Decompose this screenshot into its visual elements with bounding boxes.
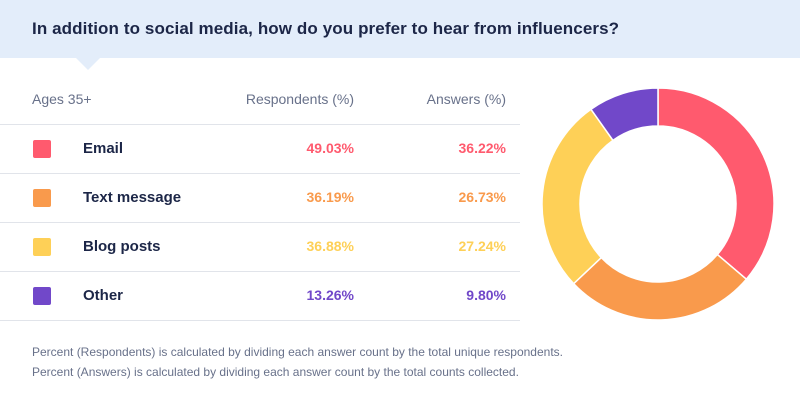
row-label: Other bbox=[83, 287, 124, 304]
footnotes: Percent (Respondents) is calculated by d… bbox=[32, 342, 563, 382]
results-table: Ages 35+ Respondents (%) Answers (%) Ema… bbox=[0, 78, 520, 321]
answers-value: 36.22% bbox=[458, 140, 506, 156]
row-label: Email bbox=[83, 140, 124, 157]
respondents-column-header: Respondents (%) bbox=[245, 91, 354, 107]
email-color-swatch bbox=[33, 140, 51, 158]
footnote-answers: Percent (Answers) is calculated by divid… bbox=[32, 365, 519, 379]
chart-title: In addition to social media, how do you … bbox=[32, 19, 620, 38]
table-row-email: Email 49.03% 36.22% bbox=[0, 125, 520, 174]
respondents-value: 49.03% bbox=[306, 140, 354, 156]
answers-value: 26.73% bbox=[458, 189, 506, 205]
donut-slice-text-message bbox=[572, 253, 748, 321]
donut-chart bbox=[541, 87, 775, 321]
respondents-value: 36.19% bbox=[306, 189, 354, 205]
row-label: Text message bbox=[83, 189, 182, 206]
footnote-respondents: Percent (Respondents) is calculated by d… bbox=[32, 345, 563, 359]
age-group-label: Ages 35+ bbox=[32, 91, 92, 107]
table-row-blog-posts: Blog posts 36.88% 27.24% bbox=[0, 223, 520, 272]
text-message-color-swatch bbox=[33, 189, 51, 207]
chart-header: In addition to social media, how do you … bbox=[0, 0, 800, 58]
table-header: Ages 35+ Respondents (%) Answers (%) bbox=[0, 78, 520, 125]
answers-value: 9.80% bbox=[466, 287, 506, 303]
donut-slice-email bbox=[657, 87, 775, 281]
respondents-value: 13.26% bbox=[306, 287, 354, 303]
answers-value: 27.24% bbox=[458, 238, 506, 254]
table-row-text-message: Text message 36.19% 26.73% bbox=[0, 174, 520, 223]
donut-slice-other bbox=[589, 87, 659, 142]
answers-column-header: Answers (%) bbox=[426, 91, 506, 107]
blog-posts-color-swatch bbox=[33, 238, 51, 256]
row-label: Blog posts bbox=[83, 238, 161, 255]
donut-slice-blog-posts bbox=[541, 108, 614, 285]
table-row-other: Other 13.26% 9.80% bbox=[0, 272, 520, 321]
other-color-swatch bbox=[33, 287, 51, 305]
respondents-value: 36.88% bbox=[306, 238, 354, 254]
header-notch bbox=[76, 58, 100, 70]
